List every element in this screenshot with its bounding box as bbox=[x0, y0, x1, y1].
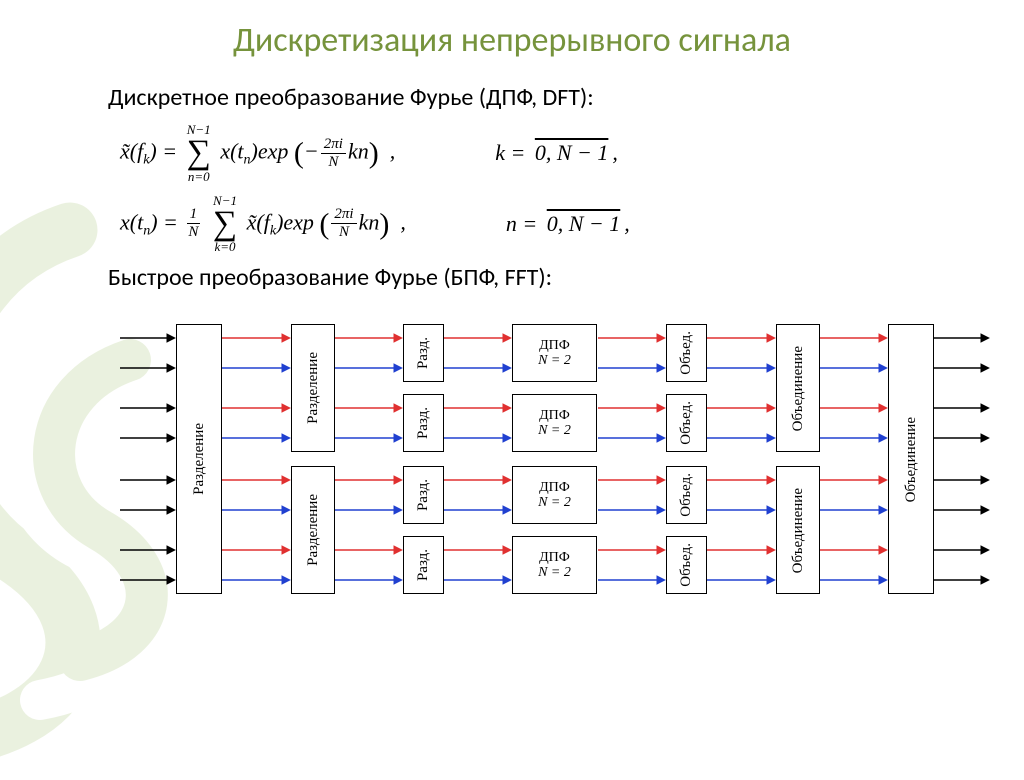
formula-1: x̃(fk) = N−1 ∑ n=0 x(tn)exp (−2πiNkn) , … bbox=[120, 122, 974, 185]
dft-box: ДПФN = 2 bbox=[512, 394, 597, 452]
formula-block: x̃(fk) = N−1 ∑ n=0 x(tn)exp (−2πiNkn) , … bbox=[120, 122, 974, 255]
sum-lower: n=0 bbox=[188, 169, 210, 185]
merge2-box: Объединение bbox=[776, 466, 820, 594]
split1-box: Разделение bbox=[176, 324, 222, 594]
formula-2: x(tn) = 1N N−1 ∑ k=0 x̃(fk)exp (2πiNkn) … bbox=[120, 193, 974, 256]
page-title: Дискретизация непрерывного сигнала bbox=[50, 20, 974, 61]
fft-diagram: Разделение Разделение Разделение Разд. Разд.… bbox=[120, 304, 990, 614]
split2-box: Разделение bbox=[291, 466, 335, 594]
dft-heading: Дискретное преобразование Фурье (ДПФ, DF… bbox=[108, 83, 974, 112]
merge3-box: Объед. bbox=[666, 394, 707, 452]
merge3-box: Объед. bbox=[666, 536, 707, 594]
dft-box: ДПФN = 2 bbox=[512, 324, 597, 382]
dft-box: ДПФN = 2 bbox=[512, 536, 597, 594]
merge2-box: Объединение bbox=[776, 324, 820, 452]
frac-num2: 2πi bbox=[331, 206, 356, 224]
merge1-box: Объединение bbox=[888, 324, 934, 594]
merge3-box: Объед. bbox=[666, 466, 707, 524]
sum-lower2: k=0 bbox=[214, 239, 235, 255]
split3-box: Разд. bbox=[403, 324, 444, 382]
split3-box: Разд. bbox=[403, 536, 444, 594]
frac-num: 2πi bbox=[321, 136, 346, 154]
split3-box: Разд. bbox=[403, 466, 444, 524]
split2-box: Разделение bbox=[291, 324, 335, 452]
frac-den2: N bbox=[336, 224, 352, 241]
frac-N: N bbox=[185, 224, 201, 241]
frac-den: N bbox=[325, 154, 341, 171]
merge3-box: Объед. bbox=[666, 324, 707, 382]
frac-1: 1 bbox=[187, 206, 201, 224]
fft-heading: Быстрое преобразование Фурье (БПФ, FFT): bbox=[108, 263, 974, 292]
dft-box: ДПФN = 2 bbox=[512, 466, 597, 524]
split3-box: Разд. bbox=[403, 394, 444, 452]
